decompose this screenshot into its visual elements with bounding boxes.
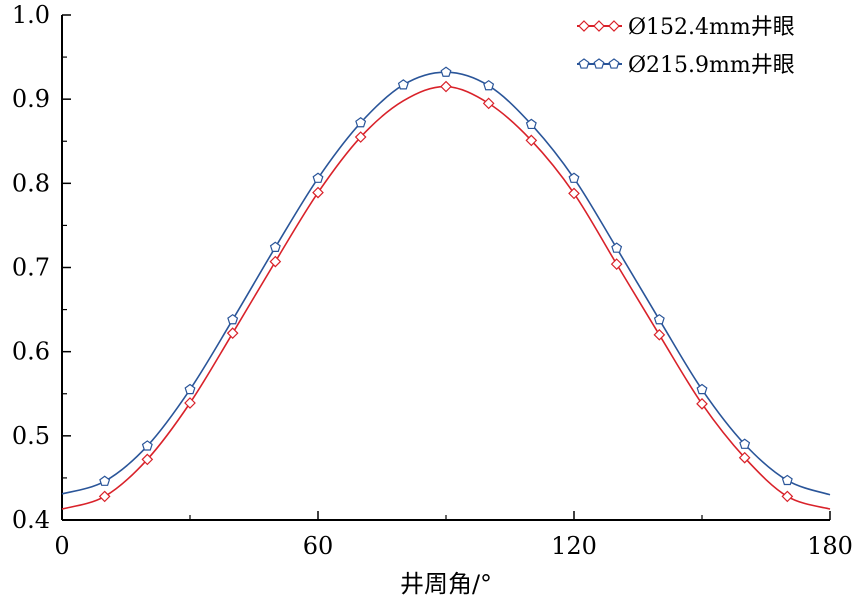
legend-item-2: Ø215.9mm井眼 xyxy=(577,53,795,78)
legend-marker xyxy=(578,20,590,32)
data-point xyxy=(568,172,580,183)
data-point xyxy=(397,79,409,90)
data-point xyxy=(312,172,324,183)
series-2 xyxy=(61,66,831,496)
data-point xyxy=(269,241,281,252)
x-tick-label: 120 xyxy=(551,532,597,560)
y-tick-label: 0.9 xyxy=(12,85,50,113)
x-tick-label: 180 xyxy=(807,532,853,560)
data-point xyxy=(611,242,623,253)
legend-marker xyxy=(608,58,620,69)
series-layer xyxy=(61,66,831,510)
data-point xyxy=(739,438,751,449)
data-point xyxy=(440,66,452,77)
x-tick-label: 0 xyxy=(54,532,69,560)
legend-label: Ø152.4mm井眼 xyxy=(628,15,795,40)
y-tick-label: 0.6 xyxy=(12,338,50,366)
data-point xyxy=(184,383,196,395)
data-point xyxy=(184,397,196,409)
x-tick-label: 60 xyxy=(303,532,334,560)
data-point xyxy=(354,131,367,143)
data-point xyxy=(482,97,495,110)
data-point xyxy=(141,453,154,466)
axes: 0.4 0.5 0.6 0.7 0.8 0.9 1.0 0 60 120 180 xyxy=(12,1,853,560)
data-point xyxy=(99,475,111,486)
legend-item-1: Ø152.4mm井眼 xyxy=(577,15,795,40)
data-point xyxy=(653,328,666,341)
data-point xyxy=(610,258,623,270)
data-point xyxy=(227,313,239,325)
data-point xyxy=(483,79,495,91)
series-1 xyxy=(61,80,831,510)
data-point xyxy=(781,490,794,503)
y-tick-label: 0.4 xyxy=(12,506,50,534)
data-point xyxy=(440,80,452,93)
data-point xyxy=(781,474,793,486)
legend-marker xyxy=(593,20,605,32)
legend-marker xyxy=(608,20,620,32)
legend-label: Ø215.9mm井眼 xyxy=(628,53,795,78)
legend-marker xyxy=(578,58,590,69)
y-tick-label: 1.0 xyxy=(12,1,50,29)
data-point xyxy=(568,187,580,200)
data-point xyxy=(525,118,537,130)
y-tick-label: 0.8 xyxy=(12,169,50,197)
data-point xyxy=(696,383,708,395)
y-tick-label: 0.5 xyxy=(12,422,50,450)
data-point xyxy=(696,398,708,410)
data-point xyxy=(269,255,282,268)
x-axis-title: 井周角/° xyxy=(400,570,492,598)
legend-marker xyxy=(593,58,605,69)
data-point xyxy=(355,116,367,128)
data-point xyxy=(98,490,111,503)
series-line xyxy=(61,71,831,496)
data-point xyxy=(738,451,751,464)
data-point xyxy=(312,186,324,199)
data-point xyxy=(525,134,538,147)
data-point xyxy=(141,440,153,451)
data-point xyxy=(226,327,239,339)
y-tick-label: 0.7 xyxy=(12,254,50,282)
data-point xyxy=(653,313,665,325)
series-line xyxy=(61,85,831,510)
legend: Ø152.4mm井眼 Ø215.9mm井眼 xyxy=(577,15,795,78)
